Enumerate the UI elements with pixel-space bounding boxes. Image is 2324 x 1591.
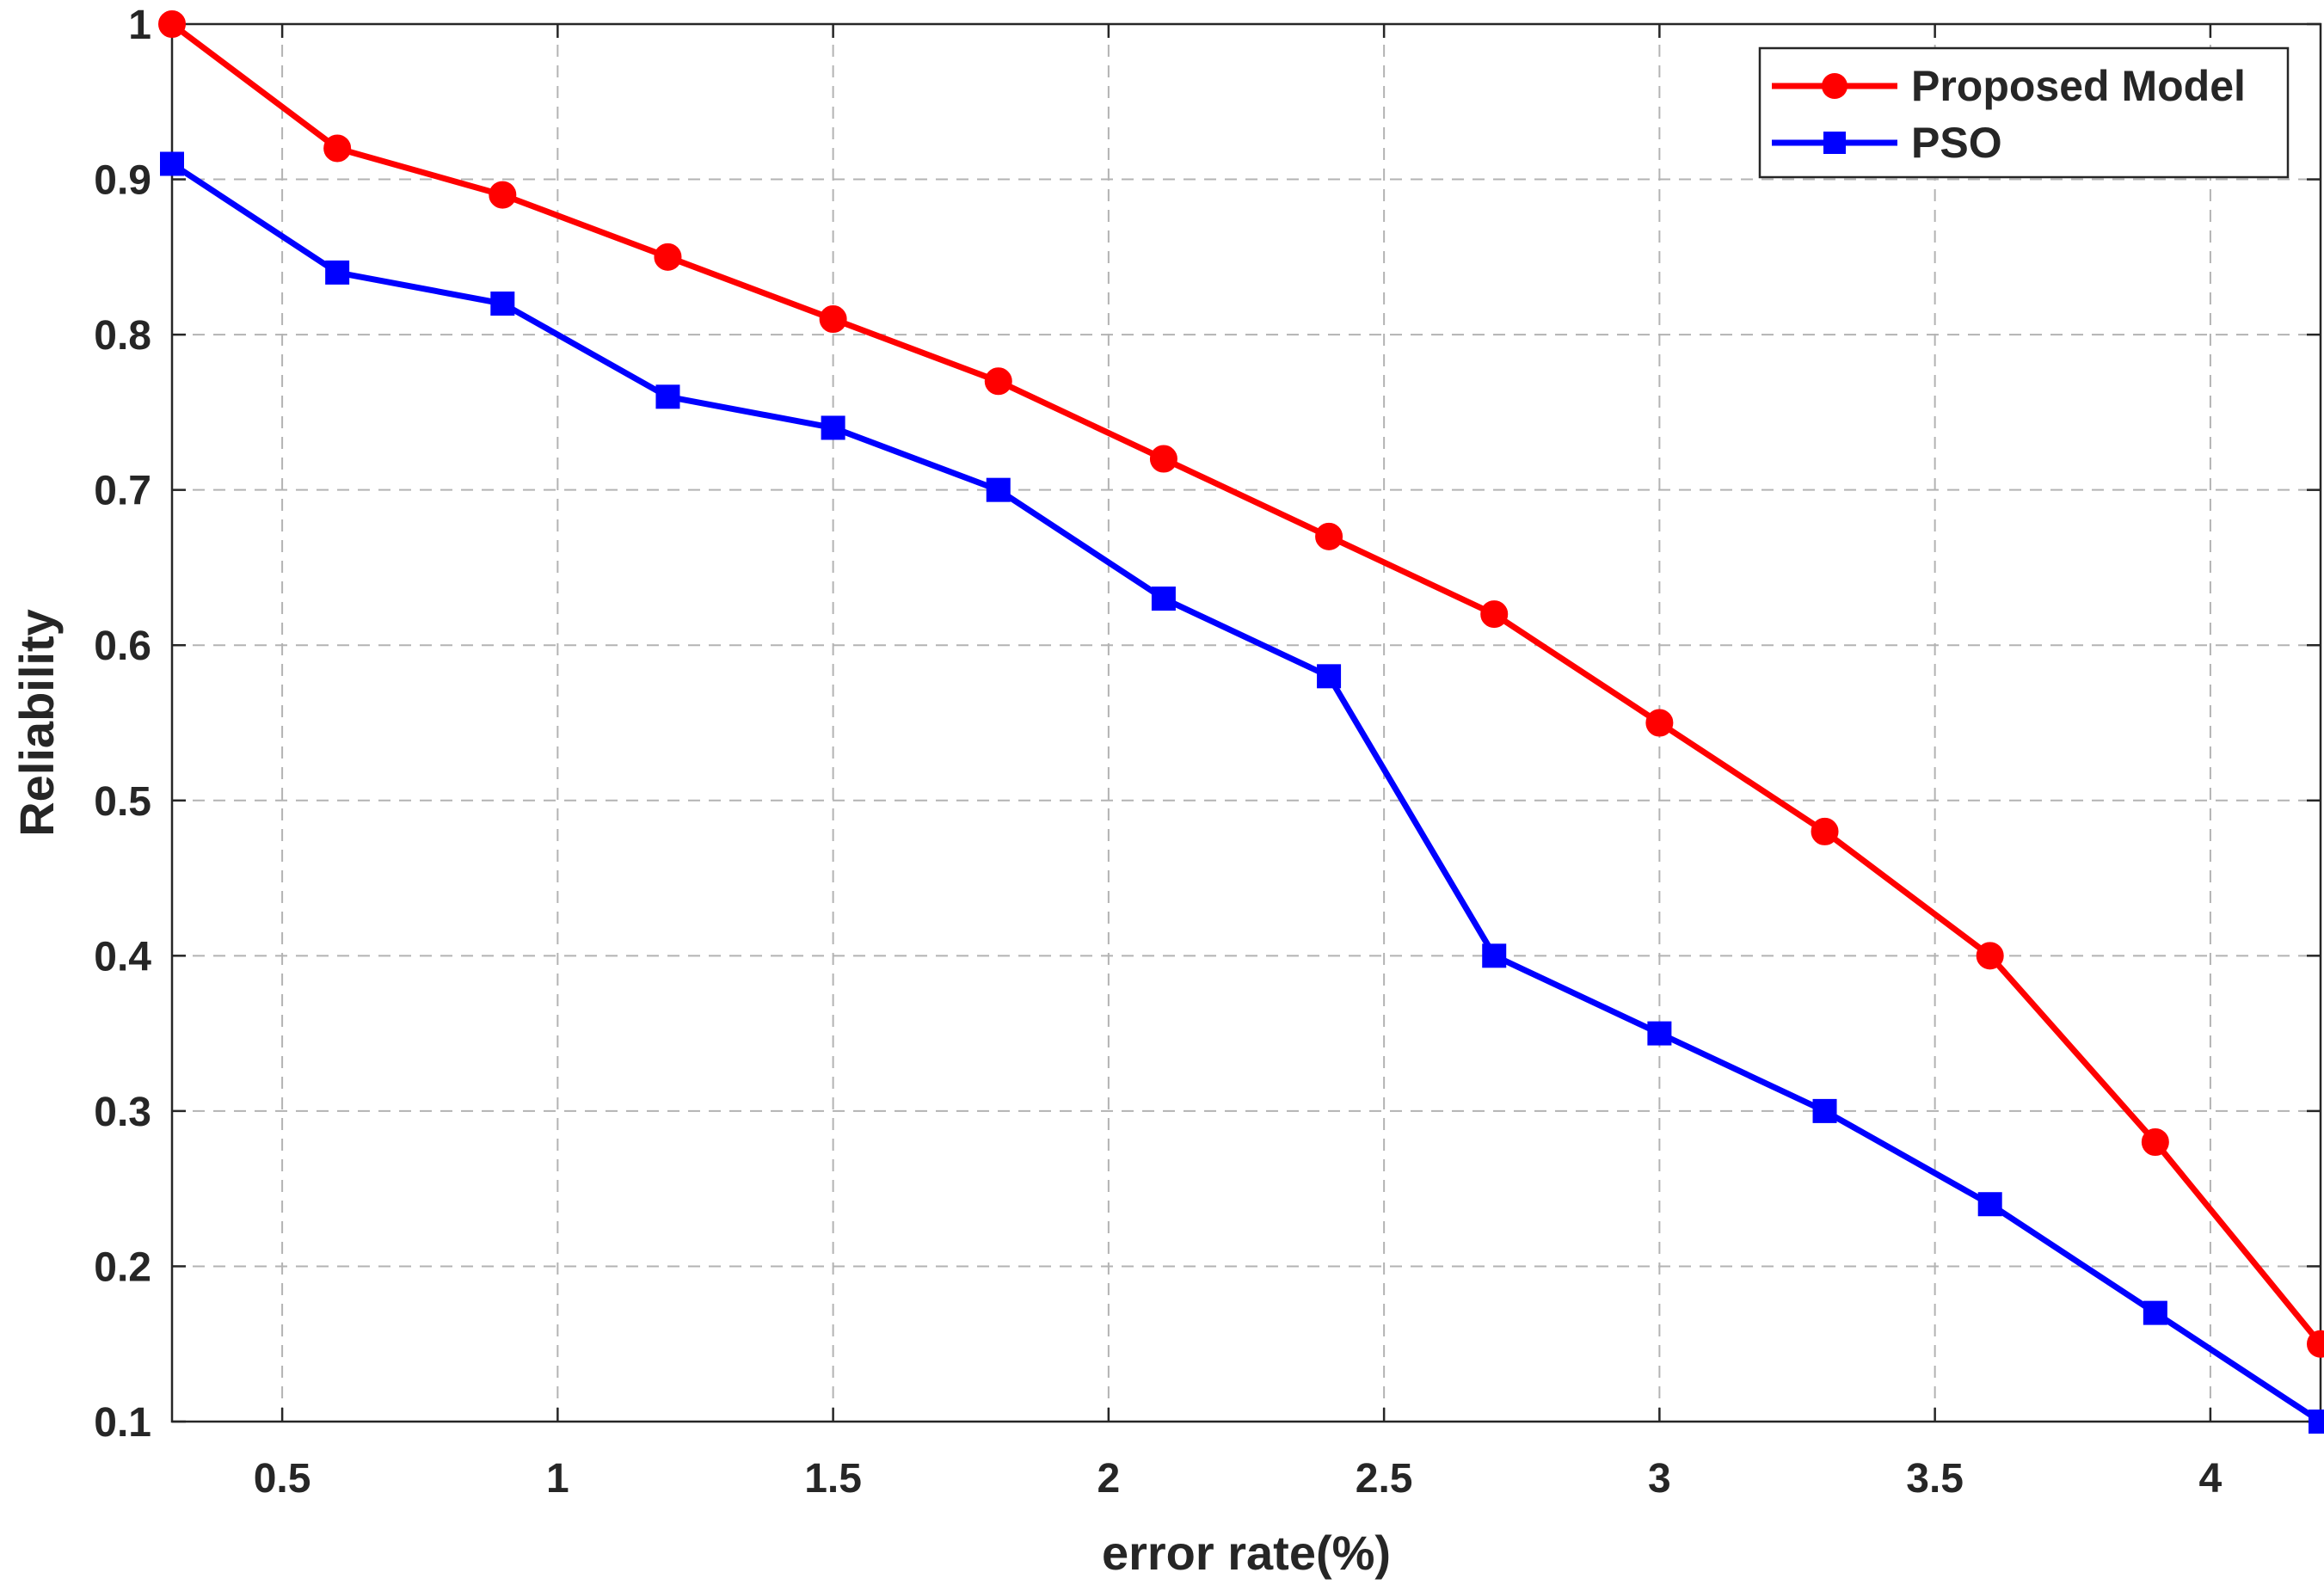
- y-tick-label: 0.8: [94, 313, 151, 359]
- y-tick-label: 0.1: [94, 1400, 151, 1446]
- data-point: [2141, 1128, 2169, 1156]
- data-point: [1811, 817, 1839, 845]
- data-point: [1317, 664, 1342, 689]
- data-point: [821, 415, 845, 440]
- series-line: [169, 161, 2324, 1425]
- y-tick-label: 0.9: [94, 158, 151, 204]
- y-tick-label: 0.2: [94, 1244, 151, 1290]
- data-point: [1976, 942, 2004, 970]
- x-tick-label: 2: [1097, 1456, 1121, 1502]
- legend-items: Proposed Model PSO: [1772, 62, 2246, 167]
- y-tick-label: 0.6: [94, 624, 151, 669]
- y-axis-title: Reliability: [9, 609, 64, 837]
- legend-box: [1758, 46, 2290, 179]
- series-layer: [158, 10, 2324, 1434]
- legend-item: Proposed Model: [1772, 62, 2246, 110]
- legend-item: PSO: [1772, 119, 2002, 167]
- series-pso: [160, 151, 2324, 1434]
- x-tick-label: 1: [546, 1456, 569, 1502]
- data-point: [655, 384, 680, 409]
- series-proposed-model: [158, 10, 2324, 1358]
- x-tick-label: 0.5: [254, 1456, 311, 1502]
- legend-marker: [1823, 132, 1846, 154]
- data-point: [158, 10, 186, 38]
- data-point: [2307, 1330, 2324, 1358]
- plot-area-frame: [170, 22, 2322, 1423]
- y-tick-label: 1: [128, 3, 151, 48]
- data-point: [984, 367, 1012, 396]
- data-point: [1151, 587, 1176, 611]
- data-point: [160, 151, 184, 176]
- series-line: [169, 21, 2324, 1348]
- data-point: [1315, 522, 1343, 550]
- data-point: [1482, 943, 1507, 968]
- data-point: [1149, 445, 1177, 473]
- data-point: [1480, 600, 1509, 629]
- legend: Proposed Model PSO: [1758, 46, 2290, 179]
- x-tick-label: 4: [2199, 1456, 2223, 1502]
- data-point: [490, 292, 515, 316]
- data-point: [1647, 1021, 1672, 1046]
- data-point: [986, 477, 1011, 502]
- x-tick-label: 3: [1648, 1456, 1671, 1502]
- data-point: [1645, 709, 1674, 737]
- legend-label: PSO: [1911, 119, 2002, 167]
- y-tick-label: 0.4: [94, 934, 151, 980]
- tick-layer: 0.5 1 1.5 2 2.5 3 3.5 4 0.1 0.2 0.3 0.4 0.5 0.6 0.7 0.8…: [94, 3, 2321, 1502]
- x-tick-label: 1.5: [804, 1456, 862, 1502]
- data-point: [819, 305, 847, 334]
- legend-label: Proposed Model: [1911, 62, 2246, 110]
- y-tick-label: 0.7: [94, 469, 151, 514]
- data-point: [489, 181, 517, 209]
- y-tick-label: 0.5: [94, 779, 151, 825]
- data-point: [1812, 1098, 1837, 1123]
- data-point: [2143, 1300, 2167, 1325]
- legend-marker: [1822, 73, 1848, 99]
- x-tick-label: 2.5: [1356, 1456, 1413, 1502]
- data-point: [654, 243, 682, 271]
- data-point: [325, 260, 350, 285]
- data-point: [1977, 1192, 2002, 1217]
- y-tick-label: 0.3: [94, 1090, 151, 1135]
- data-point: [2309, 1410, 2324, 1434]
- data-point: [323, 134, 352, 163]
- x-axis-title: error rate(%): [1102, 1526, 1391, 1580]
- x-tick-label: 3.5: [1906, 1456, 1964, 1502]
